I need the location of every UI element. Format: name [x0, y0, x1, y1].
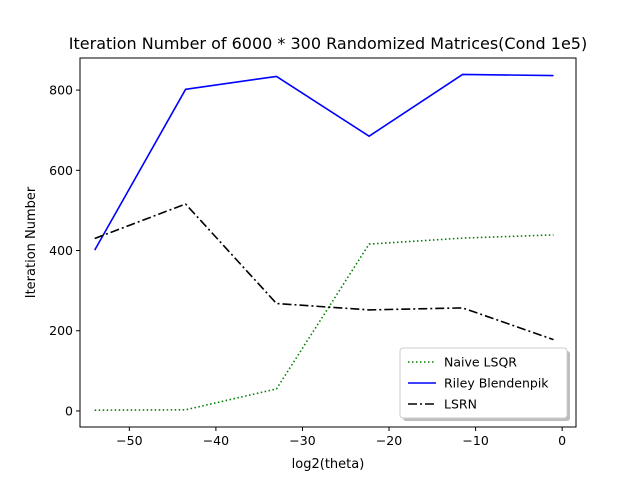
x-tick-label: −30 — [289, 433, 315, 448]
legend-box — [399, 347, 568, 419]
series-line-2 — [94, 203, 554, 341]
series-lines — [94, 73, 554, 412]
x-tick-label: 0 — [558, 433, 566, 448]
legend: Naive LSQR Riley Blendenpik LSRN — [399, 347, 570, 421]
legend-label: Naive LSQR — [444, 355, 517, 370]
plot-frame — [79, 57, 577, 428]
y-axis-label: Iteration Number — [24, 186, 39, 298]
axis-ticks: −50 −40 −30 −20 −10 0 0 200 400 600 800 — [49, 83, 566, 448]
legend-label: Riley Blendenpik — [444, 376, 549, 391]
y-tick-label: 200 — [49, 323, 73, 338]
y-tick-label: 400 — [49, 243, 73, 258]
y-tick-label: 0 — [65, 403, 73, 418]
x-tick-label: −50 — [116, 433, 142, 448]
x-axis-label: log2(theta) — [292, 457, 365, 472]
x-tick-label: −20 — [376, 433, 402, 448]
x-tick-label: −40 — [203, 433, 229, 448]
y-tick-label: 800 — [49, 83, 73, 98]
series-line-1 — [94, 73, 554, 251]
chart-title: Iteration Number of 6000 * 300 Randomize… — [69, 34, 587, 53]
series-line-0 — [94, 234, 554, 412]
legend-label: LSRN — [444, 397, 477, 412]
x-tick-label: −10 — [462, 433, 488, 448]
y-tick-label: 600 — [49, 163, 73, 178]
